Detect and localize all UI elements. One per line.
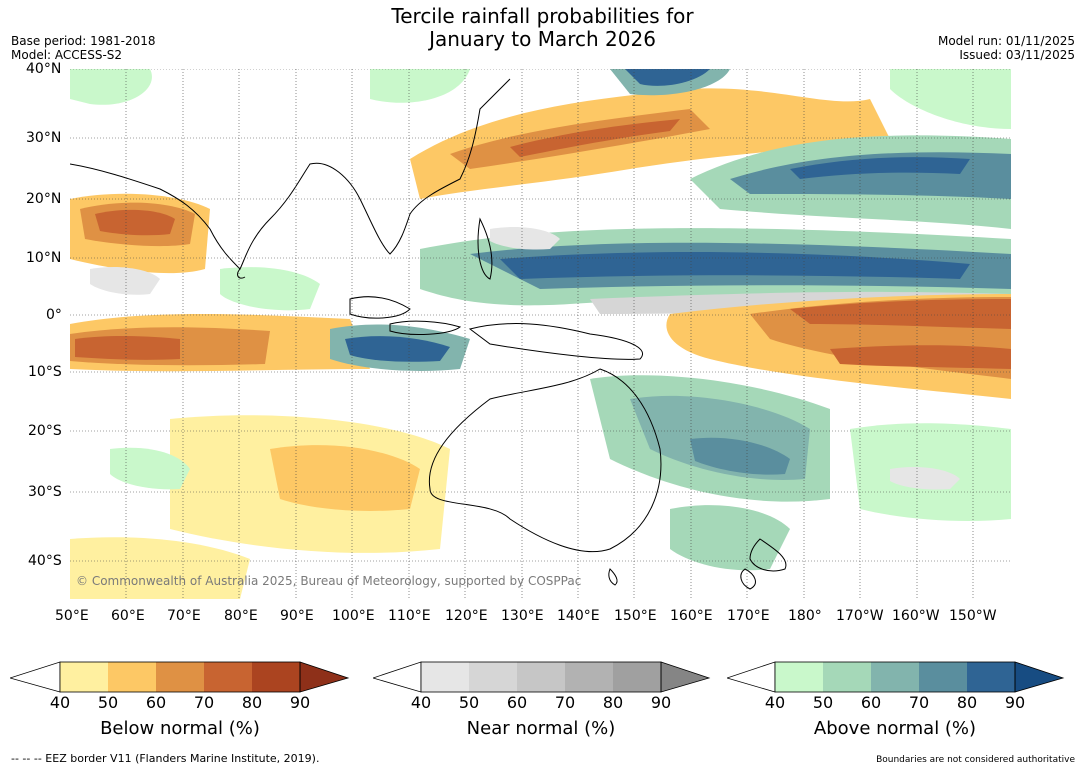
colorbar-below-normal-swatches bbox=[8, 661, 350, 693]
lat-label: 40°N bbox=[26, 61, 62, 77]
colorbar-tick: 40 bbox=[49, 693, 71, 712]
colorbar-title-above: Above normal (%) bbox=[813, 718, 977, 739]
lon-label: 60°E bbox=[111, 608, 145, 624]
lon-label: 110°E bbox=[388, 608, 431, 624]
lon-label: 50°E bbox=[55, 608, 89, 624]
lat-label: 20°S bbox=[28, 423, 62, 439]
boundary-disclaimer: Boundaries are not considered authoritat… bbox=[876, 755, 1075, 765]
lon-label: 160°W bbox=[892, 608, 940, 624]
colorbar-tick: 60 bbox=[860, 693, 882, 712]
copyright-text: © Commonwealth of Australia 2025, Bureau… bbox=[76, 574, 581, 588]
colorbar-tick: 60 bbox=[506, 693, 528, 712]
lon-label: 150°W bbox=[949, 608, 997, 624]
lat-label: 30°S bbox=[28, 484, 62, 500]
colorbar-tick: 70 bbox=[908, 693, 930, 712]
lon-label: 130°E bbox=[501, 608, 544, 624]
probability-fields bbox=[70, 69, 1011, 599]
colorbar-title-below: Below normal (%) bbox=[100, 718, 260, 739]
colorbar-tick: 50 bbox=[97, 693, 119, 712]
colorbar-tick: 50 bbox=[812, 693, 834, 712]
colorbar-below-normal bbox=[8, 660, 350, 696]
eez-border-note: -- -- -- EEZ border V11 (Flanders Marine… bbox=[11, 752, 320, 765]
colorbar-near-normal bbox=[371, 660, 713, 696]
lat-label: 0° bbox=[46, 307, 62, 323]
map-title-line2: January to March 2026 bbox=[429, 27, 656, 51]
lon-label: 170°W bbox=[836, 608, 884, 624]
lon-label: 120°E bbox=[445, 608, 488, 624]
colorbar-tick: 90 bbox=[650, 693, 672, 712]
colorbar-above-normal bbox=[725, 660, 1067, 696]
colorbar-tick: 70 bbox=[554, 693, 576, 712]
lon-label: 70°E bbox=[167, 608, 201, 624]
lon-label: 80°E bbox=[224, 608, 258, 624]
lat-label: 30°N bbox=[26, 130, 62, 146]
colorbar-tick: 80 bbox=[956, 693, 978, 712]
colorbar-above-normal-swatches bbox=[725, 661, 1065, 693]
colorbar-near-normal-swatches bbox=[371, 661, 711, 693]
lon-label: 160°E bbox=[670, 608, 713, 624]
lat-label: 10°S bbox=[28, 364, 62, 380]
base-period-label: Base period: 1981-2018 bbox=[11, 34, 156, 48]
lon-label: 180° bbox=[788, 608, 822, 624]
colorbar-title-near: Near normal (%) bbox=[466, 718, 616, 739]
colorbar-tick: 40 bbox=[764, 693, 786, 712]
lon-label: 100°E bbox=[332, 608, 375, 624]
colorbar-tick: 50 bbox=[458, 693, 480, 712]
colorbar-tick: 90 bbox=[1004, 693, 1026, 712]
lon-label: 170°E bbox=[727, 608, 770, 624]
colorbar-tick: 80 bbox=[241, 693, 263, 712]
colorbar-tick: 40 bbox=[410, 693, 432, 712]
colorbar-tick: 70 bbox=[193, 693, 215, 712]
lon-label: 150°E bbox=[614, 608, 657, 624]
colorbar-tick: 90 bbox=[289, 693, 311, 712]
issued-label: Issued: 03/11/2025 bbox=[959, 48, 1075, 62]
model-label: Model: ACCESS-S2 bbox=[11, 48, 123, 62]
coastlines bbox=[69, 78, 787, 590]
map-title-line1: Tercile rainfall probabilities for bbox=[391, 4, 694, 28]
lat-label: 10°N bbox=[26, 250, 62, 266]
graticule bbox=[70, 68, 1011, 599]
lat-label: 40°S bbox=[28, 553, 62, 569]
colorbar-tick: 80 bbox=[602, 693, 624, 712]
lon-label: 90°E bbox=[280, 608, 314, 624]
lon-label: 140°E bbox=[557, 608, 600, 624]
rainfall-probability-map: © Commonwealth of Australia 2025, Bureau… bbox=[69, 68, 1011, 599]
map-canvas: © Commonwealth of Australia 2025, Bureau… bbox=[69, 68, 1011, 599]
colorbar-tick: 60 bbox=[145, 693, 167, 712]
model-run-label: Model run: 01/11/2025 bbox=[937, 34, 1075, 48]
lat-label: 20°N bbox=[26, 191, 62, 207]
